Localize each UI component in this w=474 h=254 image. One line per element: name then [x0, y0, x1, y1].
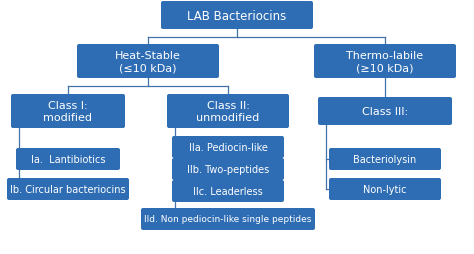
FancyBboxPatch shape — [172, 180, 284, 202]
Text: Class III:: Class III: — [362, 107, 408, 117]
Text: IId. Non pediocin-like single peptides: IId. Non pediocin-like single peptides — [144, 215, 312, 224]
FancyBboxPatch shape — [11, 95, 125, 129]
FancyBboxPatch shape — [161, 2, 313, 30]
Text: IIb. Two-peptides: IIb. Two-peptides — [187, 164, 269, 174]
Text: Non-lytic: Non-lytic — [363, 184, 407, 194]
FancyBboxPatch shape — [329, 178, 441, 200]
FancyBboxPatch shape — [7, 178, 129, 200]
FancyBboxPatch shape — [329, 148, 441, 170]
FancyBboxPatch shape — [172, 136, 284, 158]
Text: IIc. Leaderless: IIc. Leaderless — [193, 186, 263, 196]
Text: Thermo-labile
(≥10 kDa): Thermo-labile (≥10 kDa) — [346, 51, 424, 73]
FancyBboxPatch shape — [77, 45, 219, 79]
FancyBboxPatch shape — [314, 45, 456, 79]
Text: Class II:
unmodified: Class II: unmodified — [196, 100, 260, 123]
FancyBboxPatch shape — [16, 148, 120, 170]
Text: LAB Bacteriocins: LAB Bacteriocins — [187, 9, 287, 22]
Text: Ib. Circular bacteriocins: Ib. Circular bacteriocins — [10, 184, 126, 194]
FancyBboxPatch shape — [172, 158, 284, 180]
Text: Class I:
modified: Class I: modified — [44, 100, 92, 123]
Text: IIa. Pediocin-like: IIa. Pediocin-like — [189, 142, 267, 152]
Text: Bacteriolysin: Bacteriolysin — [354, 154, 417, 164]
Text: Heat-Stable
(≤10 kDa): Heat-Stable (≤10 kDa) — [115, 51, 181, 73]
FancyBboxPatch shape — [318, 98, 452, 125]
Text: Ia.  Lantibiotics: Ia. Lantibiotics — [31, 154, 105, 164]
FancyBboxPatch shape — [141, 208, 315, 230]
FancyBboxPatch shape — [167, 95, 289, 129]
